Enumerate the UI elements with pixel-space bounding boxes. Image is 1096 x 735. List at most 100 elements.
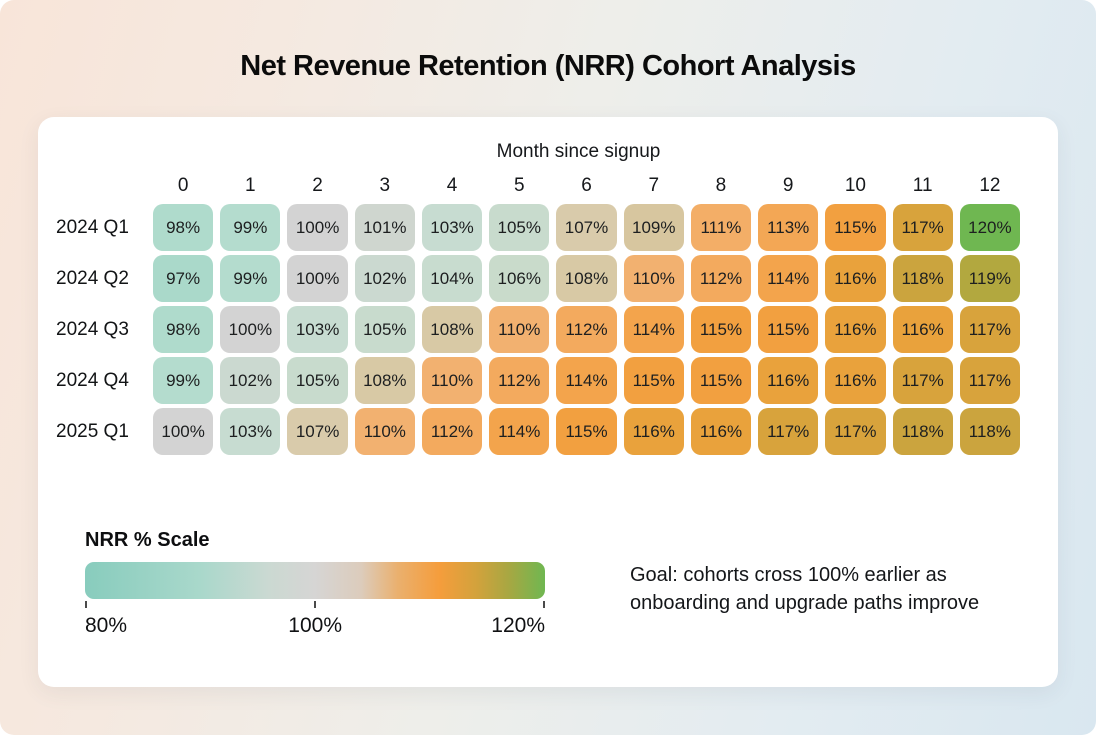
x-axis-title: Month since signup (496, 141, 661, 162)
heatmap-cell: 101% (354, 204, 415, 251)
column-header: 12 (979, 175, 1001, 196)
legend-title: NRR % Scale (85, 529, 210, 551)
heatmap-cell: 98% (153, 306, 214, 353)
heatmap-cell: 107% (287, 408, 348, 455)
legend-label-mid: 100% (288, 614, 343, 637)
heatmap-cell: 115% (623, 357, 684, 404)
heatmap-cell: 115% (556, 408, 617, 455)
heatmap-grid: 0 1 2 3 4 5 6 7 8 9 10 11 12 2024 Q1 98% 99% 100% 101% 103… (54, 172, 1020, 455)
heatmap-cell: 114% (758, 255, 819, 302)
column-header: 5 (513, 175, 525, 196)
heatmap-cell: 99% (220, 204, 281, 251)
row-label: 2024 Q1 (56, 216, 129, 238)
heatmap-cell: 100% (220, 306, 281, 353)
heatmap-cell: 102% (220, 357, 281, 404)
heatmap-cell: 117% (892, 204, 953, 251)
heatmap-cell: 115% (690, 306, 752, 353)
heatmap-cell: 112% (489, 357, 550, 404)
legend-gradient-bar (85, 562, 545, 599)
row-label: 2025 Q1 (56, 420, 129, 442)
heatmap-cell: 110% (421, 357, 483, 404)
heatmap-cell: 116% (825, 255, 886, 302)
heatmap-cell: 108% (556, 255, 617, 302)
grid-corner-spacer (54, 172, 146, 200)
row-label: 2024 Q3 (56, 318, 129, 340)
heatmap-cell: 114% (489, 408, 550, 455)
heatmap-cell: 100% (287, 204, 348, 251)
cohort-analysis-card: Month since signup 0 1 2 3 4 5 6 7 8 9 10 11 12 2024 … (38, 117, 1058, 687)
heatmap-cell: 98% (153, 204, 214, 251)
heatmap-cell: 118% (892, 408, 953, 455)
legend-section: NRR % Scale 80% 100% 120% Goal: cohorts … (38, 529, 1058, 638)
heatmap-cell: 117% (959, 306, 1020, 353)
column-header: 1 (245, 175, 256, 196)
heatmap-cell: 109% (623, 204, 684, 251)
heatmap-cell: 117% (959, 357, 1020, 404)
heatmap-cell: 105% (489, 204, 550, 251)
column-header: 0 (177, 175, 189, 196)
heatmap-cell: 107% (556, 204, 617, 251)
heatmap-cell: 114% (556, 357, 617, 404)
heatmap-cell: 114% (623, 306, 684, 353)
heatmap-cell: 112% (556, 306, 617, 353)
heatmap-cell: 115% (690, 357, 752, 404)
heatmap-cell: 97% (153, 255, 214, 302)
column-header: 8 (715, 175, 727, 196)
legend-tick-min (85, 601, 87, 608)
column-header: 10 (844, 175, 866, 196)
heatmap-cell: 112% (690, 255, 752, 302)
heatmap-cell: 115% (825, 204, 886, 251)
heatmap-cell: 117% (758, 408, 819, 455)
row-label: 2024 Q2 (56, 267, 129, 289)
heatmap-cell: 116% (892, 306, 953, 353)
heatmap-cell: 112% (421, 408, 483, 455)
column-header: 7 (648, 175, 660, 196)
heatmap-cell: 105% (354, 306, 415, 353)
column-header: 4 (446, 175, 458, 196)
page-title: Net Revenue Retention (NRR) Cohort Analy… (240, 50, 856, 82)
legend: NRR % Scale 80% 100% 120% (85, 529, 545, 638)
heatmap-cell: 100% (287, 255, 348, 302)
heatmap-cell: 116% (825, 306, 886, 353)
heatmap-cell: 108% (354, 357, 415, 404)
legend-labels: 80% 100% 120% (85, 614, 545, 638)
heatmap-cell: 106% (489, 255, 550, 302)
legend-tick-max (543, 601, 545, 608)
column-header: 11 (912, 175, 933, 196)
heatmap-cell: 120% (959, 204, 1020, 251)
heatmap-cell: 116% (825, 357, 886, 404)
legend-label-max: 120% (491, 614, 545, 637)
heatmap-cell: 103% (287, 306, 348, 353)
heatmap-cell: 103% (220, 408, 281, 455)
row-label: 2024 Q4 (56, 369, 129, 391)
heatmap-cell: 118% (959, 408, 1020, 455)
heatmap-cell: 113% (758, 204, 819, 251)
heatmap-cell: 111% (690, 204, 752, 251)
heatmap-cell: 99% (153, 357, 214, 404)
heatmap-cell: 108% (421, 306, 483, 353)
heatmap-cell: 116% (690, 408, 752, 455)
heatmap-cell: 99% (220, 255, 281, 302)
legend-label-min: 80% (85, 614, 128, 637)
heatmap-cell: 116% (758, 357, 819, 404)
heatmap-cell: 104% (421, 255, 483, 302)
heatmap-cell: 100% (153, 408, 214, 455)
legend-ticks (85, 599, 545, 608)
heatmap-cell: 116% (623, 408, 684, 455)
heatmap-cell: 117% (825, 408, 886, 455)
heatmap-cell: 110% (354, 408, 415, 455)
heatmap-cell: 119% (959, 255, 1020, 302)
heatmap-cell: 103% (421, 204, 483, 251)
column-header: 2 (312, 175, 323, 196)
heatmap-cell: 105% (287, 357, 348, 404)
column-header: 3 (379, 175, 391, 196)
heatmap-cell: 115% (758, 306, 819, 353)
heatmap-cell: 102% (354, 255, 415, 302)
heatmap-cell: 117% (892, 357, 953, 404)
column-header: 9 (782, 175, 794, 196)
legend-tick-mid (314, 601, 316, 608)
heatmap-cell: 110% (623, 255, 684, 302)
column-header: 6 (581, 175, 592, 196)
heatmap-cell: 110% (489, 306, 550, 353)
